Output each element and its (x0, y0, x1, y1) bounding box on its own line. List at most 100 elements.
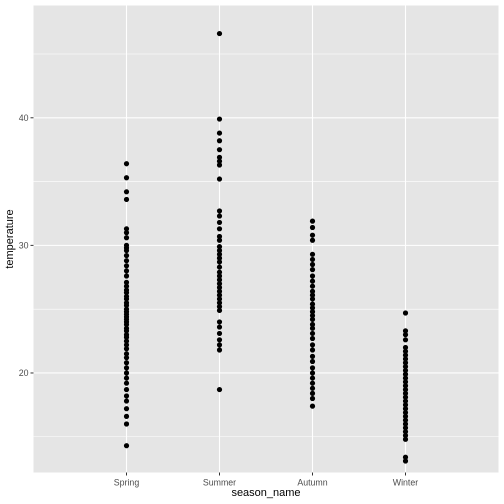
data-point (402, 363, 409, 370)
data-point (309, 237, 316, 243)
minor-gridlines (33, 53, 499, 438)
data-point (402, 344, 409, 351)
x-tick-label: Autumn (297, 478, 327, 488)
y-axis-title: temperature (4, 209, 16, 268)
data-point (309, 261, 316, 268)
data-point (123, 263, 130, 269)
data-point (309, 292, 316, 298)
x-axis: Spring Summer Autumn Winter (114, 472, 418, 488)
data-point (216, 386, 223, 393)
data-point (402, 421, 409, 427)
data-point (216, 342, 223, 348)
data-point (402, 337, 409, 343)
data-point (309, 370, 316, 376)
data-point (402, 398, 409, 404)
data-point (309, 325, 316, 331)
data-point (216, 162, 223, 168)
data-point (123, 252, 130, 259)
data-point (216, 273, 223, 279)
data-point (402, 417, 409, 423)
data-point (123, 175, 130, 181)
data-point (309, 365, 316, 371)
data-point (309, 278, 316, 284)
data-point (402, 432, 409, 439)
data-point (216, 226, 223, 232)
data-point (123, 355, 130, 361)
data-point (216, 30, 223, 37)
data-point (216, 213, 223, 219)
data-point (309, 224, 316, 231)
data-point (123, 351, 130, 357)
y-axis: 20 30 40 (19, 113, 34, 378)
data-point (309, 288, 316, 294)
data-point (216, 176, 223, 182)
data-point (123, 421, 130, 427)
plot-panel (33, 5, 499, 473)
data-point (123, 226, 130, 232)
y-tick-label: 20 (19, 368, 29, 378)
data-point (309, 267, 316, 273)
data-point (216, 292, 223, 298)
data-point (123, 413, 130, 419)
data-point (123, 346, 130, 352)
data-point (123, 398, 130, 404)
data-point (309, 296, 316, 302)
data-point (402, 402, 409, 408)
x-tick-label: Spring (114, 478, 140, 488)
data-point (123, 196, 130, 203)
data-point (123, 258, 130, 264)
data-point (123, 268, 130, 274)
data-point (123, 370, 130, 376)
data-point (309, 330, 316, 337)
data-point (402, 310, 409, 316)
data-point (309, 353, 316, 359)
x-axis-title: season_name (231, 487, 300, 499)
data-point (123, 334, 130, 340)
data-point (123, 161, 130, 167)
data-point (123, 365, 130, 371)
data-point (309, 335, 316, 342)
data-point (216, 284, 223, 291)
data-point (309, 305, 316, 311)
data-point (309, 218, 316, 224)
data-point (402, 379, 409, 385)
y-tick-label: 30 (19, 240, 29, 250)
data-point (216, 324, 223, 330)
data-point (309, 380, 316, 386)
data-point (309, 301, 316, 307)
data-point (216, 154, 223, 160)
data-point (123, 328, 130, 334)
data-point (402, 371, 409, 377)
data-point (216, 233, 223, 240)
data-point (216, 347, 223, 353)
data-point (216, 158, 223, 164)
data-point (309, 395, 316, 402)
data-point (309, 273, 316, 279)
data-point (216, 264, 223, 270)
data-point (216, 219, 223, 226)
data-point (216, 259, 223, 265)
data-point (402, 383, 409, 389)
data-point (216, 147, 223, 153)
data-point (309, 390, 316, 396)
data-point (309, 342, 316, 348)
data-point (123, 393, 130, 399)
data-point (309, 251, 316, 257)
data-point (402, 375, 409, 381)
data-point (402, 386, 409, 393)
data-point (123, 296, 130, 302)
data-point (216, 304, 223, 310)
data-point (402, 406, 409, 412)
data-point (309, 312, 316, 319)
data-point (402, 413, 409, 419)
data-point (123, 342, 130, 348)
data-point (216, 281, 223, 287)
data-point (216, 288, 223, 294)
data-point (309, 385, 316, 391)
data-point (402, 328, 409, 334)
data-point (402, 348, 409, 354)
data-point (123, 338, 130, 344)
data-point (216, 255, 223, 261)
data-point (309, 321, 316, 328)
data-point (402, 458, 409, 464)
